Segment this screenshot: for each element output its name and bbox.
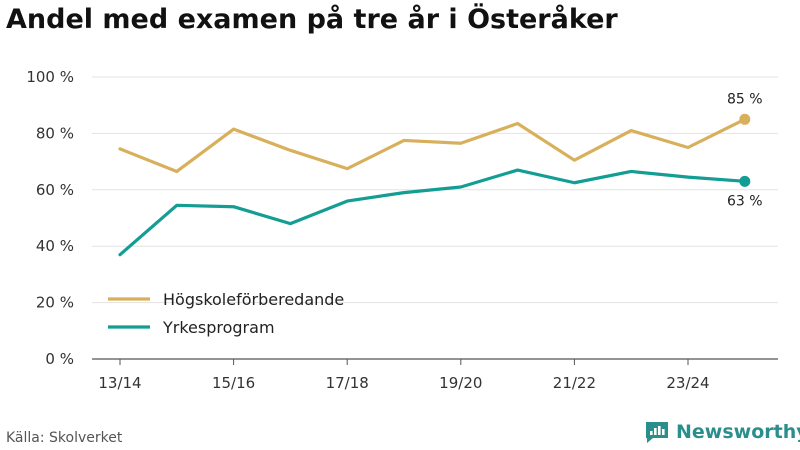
y-tick-label: 100 % xyxy=(26,68,74,86)
source-note: Källa: Skolverket xyxy=(6,430,123,446)
gridlines xyxy=(92,76,778,360)
series-end-point xyxy=(739,113,751,125)
x-tick-label: 15/16 xyxy=(212,374,255,392)
series-end-point xyxy=(739,175,751,187)
y-tick-label: 40 % xyxy=(36,237,74,255)
x-axis-ticks: 13/14 15/16 17/18 19/20 21/22 23/24 xyxy=(98,359,710,392)
y-tick-label: 20 % xyxy=(36,294,74,312)
y-tick-label: 0 % xyxy=(45,350,74,368)
series-line-hogskoleforberedande xyxy=(118,117,747,174)
x-tick-label: 21/22 xyxy=(553,374,596,392)
end-value-label: 63 % xyxy=(727,193,763,209)
legend-label: Yrkesprogram xyxy=(162,318,275,337)
series-line-yrkesprogram xyxy=(118,168,747,257)
end-value-label: 85 % xyxy=(727,91,763,107)
brand-logo[interactable]: Newsworthy xyxy=(644,420,800,444)
x-tick-label: 19/20 xyxy=(439,374,482,392)
newsworthy-logo-icon xyxy=(646,422,668,443)
legend-label: Högskoleförberedande xyxy=(163,290,344,309)
legend: Högskoleförberedande Yrkesprogram xyxy=(108,290,344,337)
y-axis-ticks: 0 % 20 % 40 % 60 % 80 % 100 % xyxy=(26,68,74,368)
brand-name: Newsworthy xyxy=(676,421,800,443)
chart-title: Andel med examen på tre år i Österåker xyxy=(6,4,618,35)
x-tick-label: 17/18 xyxy=(326,374,369,392)
x-tick-label: 13/14 xyxy=(98,374,141,392)
series-lines: 85 % 63 % xyxy=(118,91,763,257)
x-tick-label: 23/24 xyxy=(666,374,709,392)
y-tick-label: 80 % xyxy=(36,124,74,142)
y-tick-label: 60 % xyxy=(36,181,74,199)
